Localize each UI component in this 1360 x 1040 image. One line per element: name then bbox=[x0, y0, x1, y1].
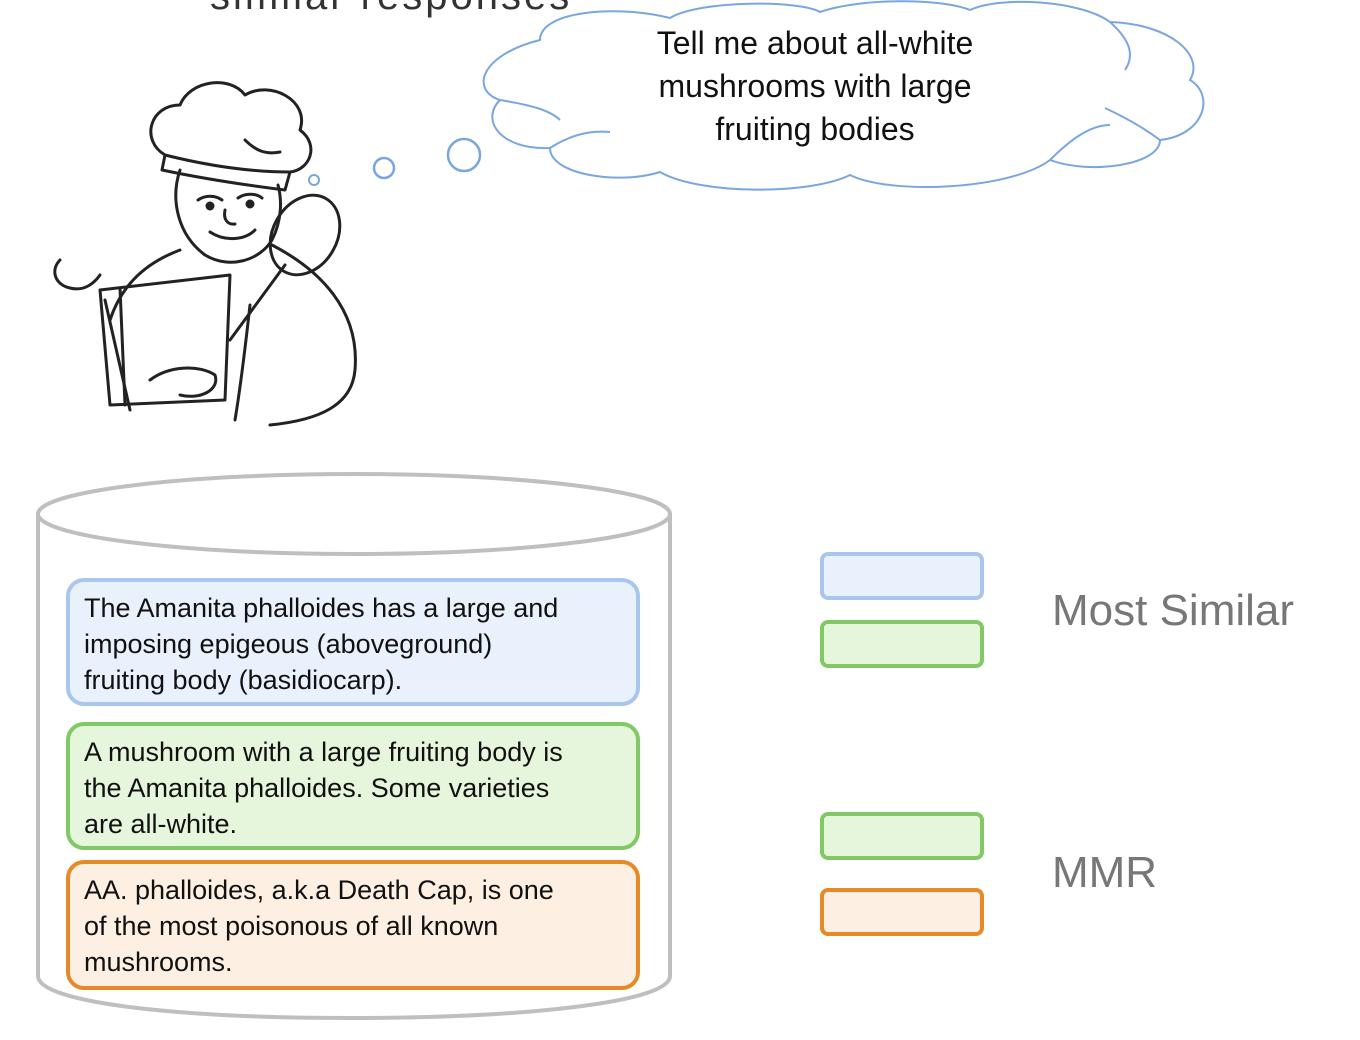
mmr-label: MMR bbox=[1052, 848, 1158, 897]
mmr-orange-swatch bbox=[820, 888, 984, 936]
thought-text: Tell me about all-white mushrooms with l… bbox=[600, 22, 1030, 151]
thought-line: fruiting bodies bbox=[715, 111, 915, 147]
document-line: imposing epigeous (aboveground) bbox=[84, 629, 493, 659]
document-chunk-amanita-basidiocarp: The Amanita phalloides has a large and i… bbox=[66, 578, 640, 706]
document-line: The Amanita phalloides has a large and bbox=[84, 593, 559, 623]
document-line: AA. phalloides, a.k.a Death Cap, is one bbox=[84, 875, 554, 905]
document-chunk-large-fruiting-body: A mushroom with a large fruiting body is… bbox=[66, 722, 640, 850]
most-similar-label: Most Similar bbox=[1052, 586, 1295, 635]
document-line: A mushroom with a large fruiting body is bbox=[84, 737, 563, 767]
thought-bubbles bbox=[308, 137, 482, 186]
chef-illustration bbox=[53, 81, 357, 427]
thought-line: Tell me about all-white bbox=[656, 25, 974, 61]
diagram-title-partial: similar responses bbox=[210, 0, 572, 19]
most-similar-green-swatch bbox=[820, 620, 984, 668]
document-line: of the most poisonous of all known bbox=[84, 911, 499, 941]
most-similar-blue-swatch bbox=[820, 552, 984, 600]
document-line: mushrooms. bbox=[84, 947, 233, 977]
document-line: fruiting body (basidiocarp). bbox=[84, 665, 403, 695]
document-line: are all-white. bbox=[84, 809, 238, 839]
document-line: the Amanita phalloides. Some varieties bbox=[84, 773, 550, 803]
thought-line: mushrooms with large bbox=[658, 68, 972, 104]
document-chunk-death-cap: AA. phalloides, a.k.a Death Cap, is one … bbox=[66, 860, 640, 990]
mmr-green-swatch bbox=[820, 812, 984, 860]
vector-database-cylinder bbox=[36, 472, 672, 1021]
